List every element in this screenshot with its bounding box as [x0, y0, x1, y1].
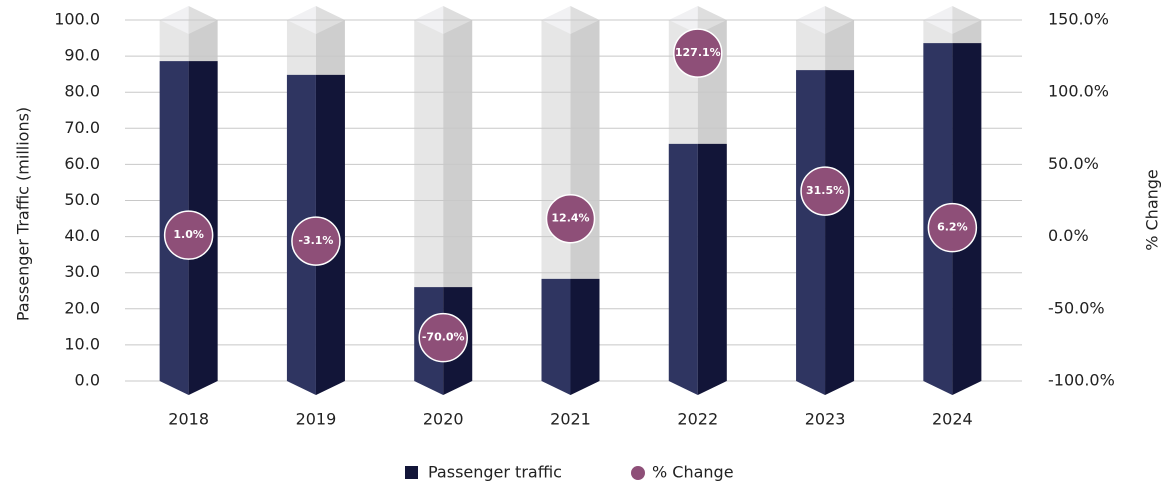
bar — [541, 278, 571, 395]
bar — [796, 70, 826, 395]
point — [673, 28, 723, 78]
point-label: -70.0% — [422, 331, 465, 344]
point — [291, 216, 341, 266]
bar — [668, 143, 698, 395]
y-axis-title: Passenger Traffic (millions) — [14, 107, 33, 321]
bar — [697, 143, 727, 395]
y-tick-label: 90.0 — [64, 46, 100, 65]
legend-swatch — [631, 466, 645, 480]
x-tick-label: 2023 — [805, 410, 846, 429]
y-tick-label: 80.0 — [64, 82, 100, 101]
y2-tick-label: 150.0% — [1048, 10, 1109, 29]
y-tick-label: 20.0 — [64, 298, 100, 317]
y-tick-label: 50.0 — [64, 190, 100, 209]
y2-tick-label: -100.0% — [1048, 371, 1115, 390]
x-tick-label: 2020 — [423, 410, 464, 429]
point — [545, 193, 596, 244]
legend-label: % Change — [652, 463, 734, 482]
point-label: -3.1% — [298, 234, 333, 247]
x-tick-label: 2021 — [550, 410, 591, 429]
y2-tick-label: -50.0% — [1048, 298, 1105, 317]
point — [927, 202, 978, 253]
y-tick-label: 100.0 — [54, 10, 100, 29]
bar — [570, 278, 600, 395]
y2-axis-title: % Change — [1143, 169, 1162, 251]
legend-swatch — [405, 466, 418, 479]
y2-tick-label: 0.0% — [1048, 226, 1089, 245]
point-label: 6.2% — [937, 221, 968, 234]
x-tick-label: 2024 — [932, 410, 973, 429]
point-label: 31.5% — [806, 184, 844, 197]
y-tick-label: 30.0 — [64, 262, 100, 281]
x-tick-label: 2018 — [168, 410, 209, 429]
y-tick-label: 0.0 — [75, 371, 100, 390]
y2-tick-label: 100.0% — [1048, 82, 1109, 101]
point — [418, 312, 468, 363]
x-tick-label: 2022 — [677, 410, 718, 429]
point — [800, 166, 850, 216]
y-tick-label: 70.0 — [64, 118, 100, 137]
bar — [825, 70, 855, 395]
y2-tick-label: 50.0% — [1048, 154, 1099, 173]
point-label: 127.1% — [675, 46, 721, 59]
point-label: 12.4% — [551, 212, 589, 225]
point-label: 1.0% — [173, 228, 204, 241]
point — [163, 210, 214, 260]
y-tick-label: 10.0 — [64, 334, 100, 353]
x-tick-label: 2019 — [296, 410, 337, 429]
y-tick-label: 40.0 — [64, 226, 100, 245]
y-tick-label: 60.0 — [64, 154, 100, 173]
legend-label: Passenger traffic — [428, 463, 562, 482]
